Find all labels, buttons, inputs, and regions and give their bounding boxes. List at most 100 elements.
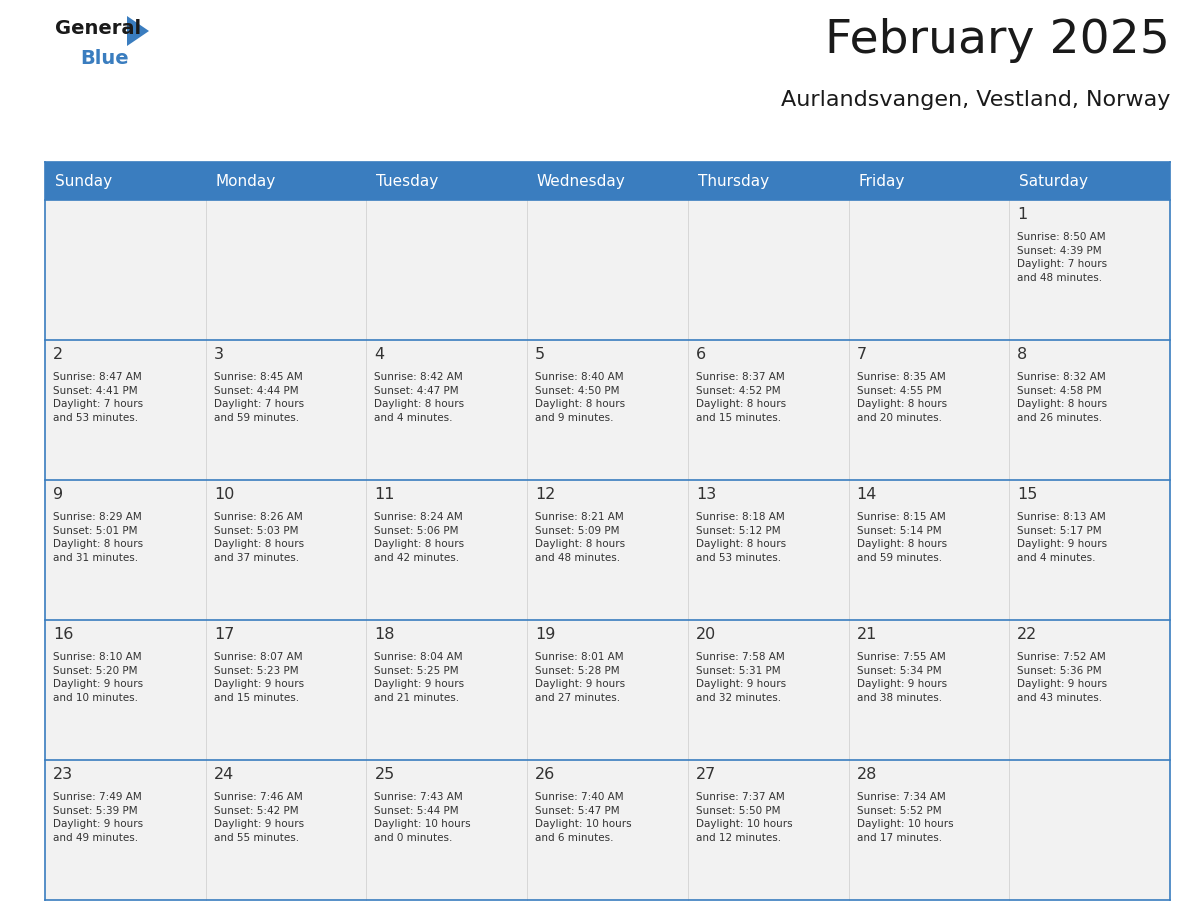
Text: Sunrise: 8:26 AM
Sunset: 5:03 PM
Daylight: 8 hours
and 37 minutes.: Sunrise: 8:26 AM Sunset: 5:03 PM Dayligh… bbox=[214, 512, 304, 563]
Bar bbox=[848, 480, 1010, 620]
Bar bbox=[848, 620, 1010, 760]
Text: Sunrise: 8:13 AM
Sunset: 5:17 PM
Daylight: 9 hours
and 4 minutes.: Sunrise: 8:13 AM Sunset: 5:17 PM Dayligh… bbox=[1017, 512, 1107, 563]
Text: 7: 7 bbox=[857, 347, 867, 362]
Text: 13: 13 bbox=[696, 487, 716, 502]
Text: 14: 14 bbox=[857, 487, 877, 502]
Text: Sunday: Sunday bbox=[55, 174, 112, 188]
Text: Sunrise: 8:37 AM
Sunset: 4:52 PM
Daylight: 8 hours
and 15 minutes.: Sunrise: 8:37 AM Sunset: 4:52 PM Dayligh… bbox=[696, 372, 786, 423]
Text: Sunrise: 7:34 AM
Sunset: 5:52 PM
Daylight: 10 hours
and 17 minutes.: Sunrise: 7:34 AM Sunset: 5:52 PM Dayligh… bbox=[857, 792, 953, 843]
Text: 6: 6 bbox=[696, 347, 706, 362]
Bar bbox=[366, 340, 527, 480]
Text: Thursday: Thursday bbox=[697, 174, 769, 188]
Text: 2: 2 bbox=[53, 347, 63, 362]
Bar bbox=[1010, 340, 1170, 480]
Bar bbox=[848, 200, 1010, 340]
Text: Wednesday: Wednesday bbox=[537, 174, 626, 188]
Text: Sunrise: 7:49 AM
Sunset: 5:39 PM
Daylight: 9 hours
and 49 minutes.: Sunrise: 7:49 AM Sunset: 5:39 PM Dayligh… bbox=[53, 792, 144, 843]
Text: 25: 25 bbox=[374, 767, 394, 782]
Bar bbox=[688, 200, 848, 340]
Text: 23: 23 bbox=[53, 767, 74, 782]
Bar bbox=[206, 200, 366, 340]
Bar bbox=[366, 620, 527, 760]
Polygon shape bbox=[127, 16, 148, 46]
Text: 28: 28 bbox=[857, 767, 877, 782]
Bar bbox=[688, 480, 848, 620]
Text: Sunrise: 8:18 AM
Sunset: 5:12 PM
Daylight: 8 hours
and 53 minutes.: Sunrise: 8:18 AM Sunset: 5:12 PM Dayligh… bbox=[696, 512, 786, 563]
Text: February 2025: February 2025 bbox=[826, 18, 1170, 63]
Text: Sunrise: 7:40 AM
Sunset: 5:47 PM
Daylight: 10 hours
and 6 minutes.: Sunrise: 7:40 AM Sunset: 5:47 PM Dayligh… bbox=[535, 792, 632, 843]
Bar bbox=[527, 200, 688, 340]
Bar bbox=[688, 620, 848, 760]
Text: Sunrise: 7:52 AM
Sunset: 5:36 PM
Daylight: 9 hours
and 43 minutes.: Sunrise: 7:52 AM Sunset: 5:36 PM Dayligh… bbox=[1017, 652, 1107, 703]
Text: Tuesday: Tuesday bbox=[377, 174, 438, 188]
Text: 22: 22 bbox=[1017, 627, 1037, 642]
Bar bbox=[688, 760, 848, 900]
Text: 21: 21 bbox=[857, 627, 877, 642]
Bar bbox=[366, 200, 527, 340]
Text: Friday: Friday bbox=[858, 174, 904, 188]
Text: General: General bbox=[55, 19, 141, 38]
Text: 4: 4 bbox=[374, 347, 385, 362]
Text: Sunrise: 7:58 AM
Sunset: 5:31 PM
Daylight: 9 hours
and 32 minutes.: Sunrise: 7:58 AM Sunset: 5:31 PM Dayligh… bbox=[696, 652, 786, 703]
Text: Sunrise: 8:04 AM
Sunset: 5:25 PM
Daylight: 9 hours
and 21 minutes.: Sunrise: 8:04 AM Sunset: 5:25 PM Dayligh… bbox=[374, 652, 465, 703]
Text: 18: 18 bbox=[374, 627, 394, 642]
Text: Sunrise: 8:15 AM
Sunset: 5:14 PM
Daylight: 8 hours
and 59 minutes.: Sunrise: 8:15 AM Sunset: 5:14 PM Dayligh… bbox=[857, 512, 947, 563]
Text: 1: 1 bbox=[1017, 207, 1028, 222]
Bar bbox=[1010, 480, 1170, 620]
Text: 24: 24 bbox=[214, 767, 234, 782]
Bar bbox=[527, 340, 688, 480]
Bar bbox=[45, 620, 206, 760]
Text: 27: 27 bbox=[696, 767, 716, 782]
Text: Saturday: Saturday bbox=[1019, 174, 1088, 188]
Text: Sunrise: 7:37 AM
Sunset: 5:50 PM
Daylight: 10 hours
and 12 minutes.: Sunrise: 7:37 AM Sunset: 5:50 PM Dayligh… bbox=[696, 792, 792, 843]
Bar bbox=[45, 200, 206, 340]
Text: 9: 9 bbox=[53, 487, 63, 502]
Bar bbox=[366, 480, 527, 620]
Bar bbox=[45, 760, 206, 900]
Text: Sunrise: 8:21 AM
Sunset: 5:09 PM
Daylight: 8 hours
and 48 minutes.: Sunrise: 8:21 AM Sunset: 5:09 PM Dayligh… bbox=[535, 512, 625, 563]
Text: 12: 12 bbox=[535, 487, 556, 502]
Text: 11: 11 bbox=[374, 487, 394, 502]
Bar bbox=[848, 760, 1010, 900]
Bar bbox=[1010, 620, 1170, 760]
Text: Sunrise: 8:35 AM
Sunset: 4:55 PM
Daylight: 8 hours
and 20 minutes.: Sunrise: 8:35 AM Sunset: 4:55 PM Dayligh… bbox=[857, 372, 947, 423]
Bar bbox=[527, 760, 688, 900]
Bar bbox=[848, 340, 1010, 480]
Bar bbox=[45, 162, 1170, 200]
Text: 19: 19 bbox=[535, 627, 556, 642]
Bar bbox=[688, 340, 848, 480]
Text: 20: 20 bbox=[696, 627, 716, 642]
Text: Sunrise: 8:42 AM
Sunset: 4:47 PM
Daylight: 8 hours
and 4 minutes.: Sunrise: 8:42 AM Sunset: 4:47 PM Dayligh… bbox=[374, 372, 465, 423]
Text: 16: 16 bbox=[53, 627, 74, 642]
Text: Sunrise: 8:07 AM
Sunset: 5:23 PM
Daylight: 9 hours
and 15 minutes.: Sunrise: 8:07 AM Sunset: 5:23 PM Dayligh… bbox=[214, 652, 304, 703]
Bar bbox=[527, 620, 688, 760]
Bar bbox=[206, 760, 366, 900]
Bar bbox=[1010, 200, 1170, 340]
Text: Aurlandsvangen, Vestland, Norway: Aurlandsvangen, Vestland, Norway bbox=[781, 90, 1170, 110]
Text: Monday: Monday bbox=[215, 174, 276, 188]
Text: Sunrise: 7:43 AM
Sunset: 5:44 PM
Daylight: 10 hours
and 0 minutes.: Sunrise: 7:43 AM Sunset: 5:44 PM Dayligh… bbox=[374, 792, 472, 843]
Text: Sunrise: 8:47 AM
Sunset: 4:41 PM
Daylight: 7 hours
and 53 minutes.: Sunrise: 8:47 AM Sunset: 4:41 PM Dayligh… bbox=[53, 372, 144, 423]
Text: Sunrise: 8:40 AM
Sunset: 4:50 PM
Daylight: 8 hours
and 9 minutes.: Sunrise: 8:40 AM Sunset: 4:50 PM Dayligh… bbox=[535, 372, 625, 423]
Text: 26: 26 bbox=[535, 767, 556, 782]
Bar bbox=[206, 480, 366, 620]
Text: Sunrise: 8:45 AM
Sunset: 4:44 PM
Daylight: 7 hours
and 59 minutes.: Sunrise: 8:45 AM Sunset: 4:44 PM Dayligh… bbox=[214, 372, 304, 423]
Text: 5: 5 bbox=[535, 347, 545, 362]
Text: Sunrise: 8:50 AM
Sunset: 4:39 PM
Daylight: 7 hours
and 48 minutes.: Sunrise: 8:50 AM Sunset: 4:39 PM Dayligh… bbox=[1017, 232, 1107, 283]
Text: Sunrise: 7:46 AM
Sunset: 5:42 PM
Daylight: 9 hours
and 55 minutes.: Sunrise: 7:46 AM Sunset: 5:42 PM Dayligh… bbox=[214, 792, 304, 843]
Text: 8: 8 bbox=[1017, 347, 1028, 362]
Text: Sunrise: 7:55 AM
Sunset: 5:34 PM
Daylight: 9 hours
and 38 minutes.: Sunrise: 7:55 AM Sunset: 5:34 PM Dayligh… bbox=[857, 652, 947, 703]
Text: Blue: Blue bbox=[80, 49, 128, 68]
Text: 17: 17 bbox=[214, 627, 234, 642]
Text: Sunrise: 8:32 AM
Sunset: 4:58 PM
Daylight: 8 hours
and 26 minutes.: Sunrise: 8:32 AM Sunset: 4:58 PM Dayligh… bbox=[1017, 372, 1107, 423]
Text: 15: 15 bbox=[1017, 487, 1037, 502]
Text: Sunrise: 8:10 AM
Sunset: 5:20 PM
Daylight: 9 hours
and 10 minutes.: Sunrise: 8:10 AM Sunset: 5:20 PM Dayligh… bbox=[53, 652, 144, 703]
Bar bbox=[206, 620, 366, 760]
Bar bbox=[45, 340, 206, 480]
Text: Sunrise: 8:01 AM
Sunset: 5:28 PM
Daylight: 9 hours
and 27 minutes.: Sunrise: 8:01 AM Sunset: 5:28 PM Dayligh… bbox=[535, 652, 625, 703]
Text: Sunrise: 8:24 AM
Sunset: 5:06 PM
Daylight: 8 hours
and 42 minutes.: Sunrise: 8:24 AM Sunset: 5:06 PM Dayligh… bbox=[374, 512, 465, 563]
Bar bbox=[527, 480, 688, 620]
Text: 3: 3 bbox=[214, 347, 223, 362]
Text: Sunrise: 8:29 AM
Sunset: 5:01 PM
Daylight: 8 hours
and 31 minutes.: Sunrise: 8:29 AM Sunset: 5:01 PM Dayligh… bbox=[53, 512, 144, 563]
Bar bbox=[1010, 760, 1170, 900]
